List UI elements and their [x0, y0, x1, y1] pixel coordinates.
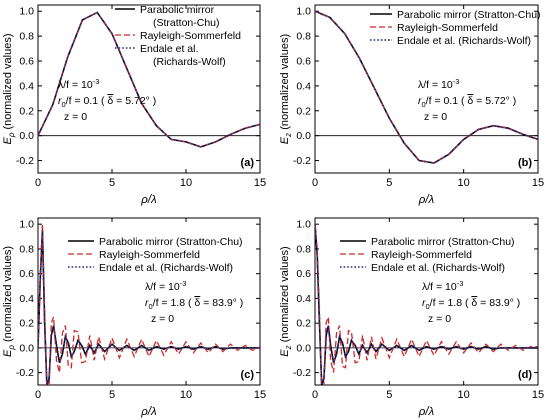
x-axis-label: ρ/λ [140, 406, 157, 418]
annotation-line-3: z = 0 [64, 111, 87, 123]
chart-panel-1: 0 5 10 15 -0.2 0.0 0.2 0.4 0.6 0.8 1.0 ρ/λ Eρ (norma… [2, 4, 266, 206]
y-tick-label: 0.8 [296, 243, 311, 255]
y-axis-label: Eρ (normalized values) [2, 246, 16, 357]
y-tick-label: 0.0 [19, 130, 34, 142]
series-line-3 [38, 230, 260, 385]
y-tick-label: 0.6 [296, 56, 311, 68]
x-tick-label: 15 [254, 177, 266, 189]
y-tick-label: 1.0 [296, 6, 311, 18]
annotation-line-3: z = 0 [424, 111, 447, 123]
annotation-line-2: r0/f = 1.8 ( δ = 83.9° ) [422, 297, 520, 311]
y-axis-label: Ez (normalized values) [279, 246, 293, 356]
annotation-line-1: λ/f = 10-3 [145, 279, 186, 293]
y-tick-label: -0.2 [293, 155, 311, 167]
plot-frame [314, 4, 539, 174]
x-tick-label: 15 [532, 177, 544, 189]
series-line-3 [38, 11, 260, 148]
y-tick-label: 0.4 [19, 80, 34, 92]
annotation-line-2: r0/f = 0.1 ( δ = 5.72° ) [418, 95, 516, 109]
legend-label-1: Parabolic mirror [140, 4, 215, 16]
y-tick-label: 0.4 [19, 293, 34, 305]
annotation-line-1: λ/f = 10-3 [58, 77, 99, 91]
y-tick-label: -0.2 [16, 367, 34, 379]
y-tick-label: 0.8 [19, 31, 34, 43]
x-axis-label: ρ/λ [418, 194, 435, 206]
x-tick-label: 0 [35, 389, 41, 401]
y-tick-label: 0.6 [19, 56, 34, 68]
x-axis-label: ρ/λ [418, 406, 435, 418]
y-tick-label: 0.0 [296, 342, 311, 354]
annotation-line-2: r0/f = 0.1 ( δ = 5.72° ) [58, 95, 156, 109]
y-tick-label: 0.0 [296, 130, 311, 142]
annotation-line-3: z = 0 [151, 313, 174, 325]
x-tick-label: 5 [386, 177, 392, 189]
y-tick-label: 0.6 [296, 268, 311, 280]
x-tick-label: 10 [458, 389, 470, 401]
legend-label-1-cont: (Stratton-Chu) [153, 17, 220, 29]
legend-label-2: Rayleigh-Sommerfeld [99, 249, 200, 261]
legend-label-3-cont: (Richards-Wolf) [153, 56, 226, 68]
panel-label: (c) [241, 369, 255, 381]
y-tick-label: 0.2 [296, 318, 311, 330]
annotation-line-1: λ/f = 10-3 [422, 279, 463, 293]
x-tick-label: 15 [532, 389, 544, 401]
x-tick-label: 10 [180, 177, 192, 189]
plot-frame [37, 217, 261, 386]
x-tick-label: 15 [254, 389, 266, 401]
x-tick-label: 5 [109, 389, 115, 401]
legend-label-2: Rayleigh-Sommerfeld [371, 249, 472, 261]
series-line-2 [315, 10, 538, 164]
series-line-2 [315, 224, 538, 385]
legend-label-1: Parabolic mirror (Stratton-Chu) [371, 236, 515, 248]
panel-label: (d) [518, 369, 532, 381]
legend-label-2: Rayleigh-Sommerfeld [140, 30, 241, 42]
x-tick-label: 0 [312, 389, 318, 401]
y-tick-label: 1.0 [19, 219, 34, 231]
annotation-line-3: z = 0 [428, 313, 451, 325]
y-tick-label: 0.6 [19, 268, 34, 280]
y-tick-label: 1.0 [296, 219, 311, 231]
y-tick-label: 1.0 [19, 6, 34, 18]
annotation-line-2: r0/f = 1.8 ( δ = 83.9° ) [145, 297, 243, 311]
x-tick-label: 10 [458, 177, 470, 189]
y-tick-label: 0.4 [296, 293, 311, 305]
legend-label-1: Parabolic mirror (Stratton-Chu) [99, 236, 243, 248]
y-tick-label: 0.8 [296, 31, 311, 43]
legend-label-3: Endale et al. [140, 43, 198, 55]
y-tick-label: -0.2 [16, 155, 34, 167]
x-tick-label: 0 [35, 177, 41, 189]
y-tick-label: 0.2 [296, 105, 311, 117]
y-tick-label: 0.2 [19, 105, 34, 117]
y-axis-label: Eρ (normalized values) [2, 34, 16, 145]
chart-panel-3: 0 5 10 15 -0.2 0.0 0.2 0.4 0.6 0.8 1.0 ρ/λ Eρ (norma… [2, 217, 266, 418]
x-tick-label: 10 [180, 389, 192, 401]
panel-label: (b) [518, 157, 532, 169]
x-tick-label: 0 [312, 177, 318, 189]
y-tick-label: 0.2 [19, 318, 34, 330]
legend-label-1: Parabolic mirror (Stratton-Chu) [397, 9, 541, 21]
chart-panel-2: 0 5 10 15 -0.2 0.0 0.2 0.4 0.6 0.8 1.0 ρ/λ Ez (norma… [279, 4, 544, 206]
panel-label: (a) [241, 157, 255, 169]
y-tick-label: 0.0 [19, 342, 34, 354]
plot-frame [37, 4, 261, 174]
y-tick-label: -0.2 [293, 367, 311, 379]
legend-label-3: Endale et al. (Richards-Wolf) [397, 35, 531, 47]
x-tick-label: 5 [386, 389, 392, 401]
series-line-3 [315, 224, 538, 385]
annotation-line-1: λ/f = 10-3 [418, 77, 459, 91]
series-line-2 [38, 224, 260, 385]
x-tick-label: 5 [109, 177, 115, 189]
legend-label-3: Endale et al. (Richards-Wolf) [99, 262, 233, 274]
legend-label-2: Rayleigh-Sommerfeld [397, 22, 498, 34]
x-axis-label: ρ/λ [140, 194, 157, 206]
chart-panel-4: 0 5 10 15 -0.2 0.0 0.2 0.4 0.6 0.8 1.0 ρ/λ Ez (norma… [279, 217, 544, 418]
y-tick-label: 0.8 [19, 243, 34, 255]
plot-frame [314, 217, 539, 386]
y-tick-label: 0.4 [296, 80, 311, 92]
legend-label-3: Endale et al. (Richards-Wolf) [371, 262, 505, 274]
y-axis-label: Ez (normalized values) [279, 34, 293, 144]
